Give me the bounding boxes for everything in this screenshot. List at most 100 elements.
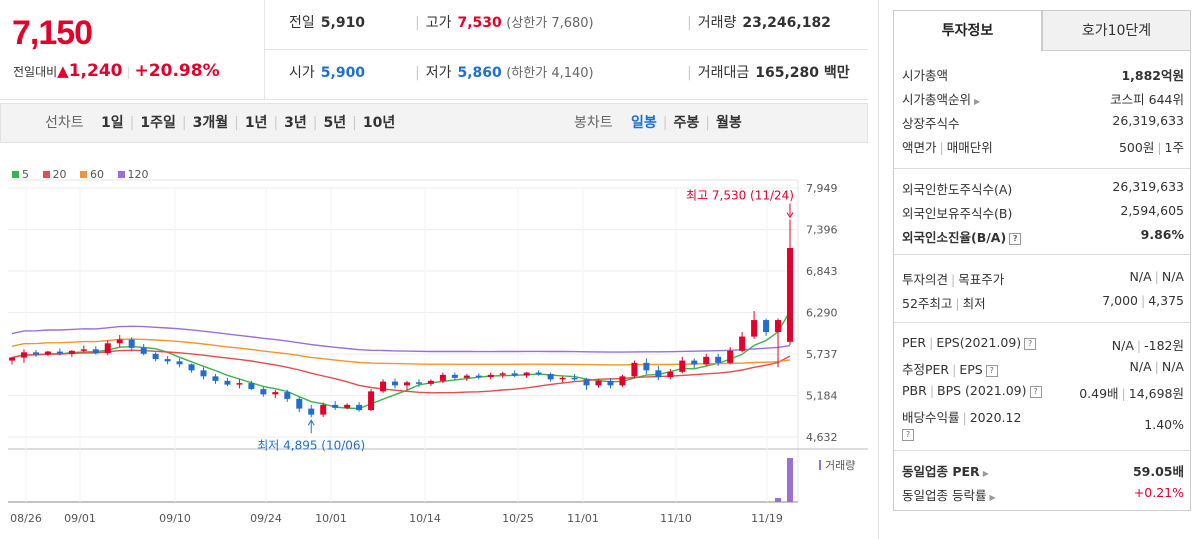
line-chart-label[interactable]: 선차트 bbox=[45, 115, 84, 131]
period-1w[interactable]: 1주일 bbox=[140, 115, 176, 131]
help-icon[interactable]: ? bbox=[1029, 386, 1042, 398]
candle-body bbox=[439, 374, 446, 381]
candle-body bbox=[619, 376, 626, 386]
upper-limit: (상한가 7,680) bbox=[506, 16, 594, 31]
row-dividend: 배당수익률 | 2020.12? 1.40% bbox=[902, 410, 1184, 441]
candle-body bbox=[272, 392, 279, 395]
x-tick-label: 10/01 bbox=[315, 512, 347, 525]
candle-body bbox=[451, 374, 458, 378]
candle-body bbox=[308, 408, 315, 415]
candle-body bbox=[68, 350, 75, 354]
period-1y[interactable]: 1년 bbox=[244, 115, 268, 131]
candle-body bbox=[751, 320, 758, 337]
help-icon[interactable]: ? bbox=[1024, 338, 1037, 350]
legend-ma5: 5 bbox=[12, 168, 29, 181]
candle-body bbox=[236, 383, 243, 385]
candle-body bbox=[715, 356, 722, 363]
x-tick-label: 09/10 bbox=[159, 512, 191, 525]
row-sector-change[interactable]: 동일업종 등락률 ▶ +0.21% bbox=[902, 485, 1184, 503]
y-tick-label: 4,632 bbox=[806, 431, 838, 444]
candle-body bbox=[727, 350, 734, 363]
candle-monthly[interactable]: 월봉 bbox=[715, 115, 742, 131]
price-chart[interactable]: 7,949 7,396 6,843 6,290 5,737 5,184 4,632 08/26… bbox=[0, 0, 868, 539]
period-10y[interactable]: 10년 bbox=[362, 115, 396, 131]
row-sector-per[interactable]: 동일업종 PER ▶ 59.05배 bbox=[902, 464, 1184, 479]
candle-body bbox=[595, 380, 602, 386]
high-arrow-head bbox=[786, 212, 794, 219]
candle-body bbox=[248, 383, 255, 390]
help-icon[interactable]: ? bbox=[902, 429, 914, 441]
section-valuation: PER | EPS(2021.09)? N/A | -182원 추정PER | EPS? N/A… bbox=[894, 323, 1190, 451]
candle-body bbox=[152, 353, 159, 360]
arrow-right-icon: ▶ bbox=[982, 469, 989, 478]
candle-body bbox=[559, 377, 566, 380]
period-5y[interactable]: 5년 bbox=[323, 115, 347, 131]
legend-ma60: 60 bbox=[80, 168, 104, 181]
y-tick-label: 5,184 bbox=[806, 390, 838, 403]
candle-weekly[interactable]: 주봉 bbox=[673, 115, 700, 131]
period-3y[interactable]: 3년 bbox=[284, 115, 307, 131]
help-icon[interactable]: ? bbox=[1009, 233, 1022, 245]
ma120-line bbox=[11, 325, 791, 353]
candle-body bbox=[332, 404, 339, 408]
period-1d[interactable]: 1일 bbox=[101, 115, 124, 131]
candle-body bbox=[20, 352, 27, 358]
period-3m[interactable]: 3개월 bbox=[192, 115, 229, 131]
price-stats: 전일 5,910 | 고가 7,530 (상한가 7,680) | 거래량 23,246,… bbox=[265, 0, 868, 100]
tab-orderbook[interactable]: 호가10단계 bbox=[1042, 10, 1191, 51]
chart-toolbar: 선차트 1일 | 1주일 | 3개월 | 1년 | 3년 | 5년 | 10년 봉차트 일봉 | 주봉 | 월봉 bbox=[0, 103, 868, 143]
x-tick-label: 09/24 bbox=[250, 512, 282, 525]
candle-body bbox=[380, 381, 387, 392]
candle-body bbox=[523, 372, 530, 376]
tab-investment-info[interactable]: 투자정보 bbox=[893, 10, 1042, 51]
change-label: 전일대비 bbox=[13, 65, 58, 79]
candle-body bbox=[583, 379, 590, 386]
candle-body bbox=[667, 371, 674, 378]
candle-body bbox=[775, 320, 782, 333]
candle-period-group: 일봉 | 주봉 | 월봉 bbox=[631, 115, 742, 131]
open-value: 5,900 bbox=[320, 65, 366, 81]
candle-body bbox=[32, 352, 39, 355]
candle-body bbox=[140, 347, 147, 354]
volume-value: 23,246,182 bbox=[742, 15, 831, 31]
candle-body bbox=[128, 339, 135, 348]
high-value: 7,530 bbox=[457, 15, 502, 31]
up-triangle-icon: ▲ bbox=[57, 62, 69, 80]
stock-main-area: 7,150 전일대비▲1,240 | +20.98% 전일 5,910 | 고가 7,53… bbox=[0, 0, 868, 539]
candle-body bbox=[511, 373, 518, 376]
row-foreign-ratio: 외국인소진율(B/A)? 9.86% bbox=[902, 227, 1184, 245]
section-opinion: 투자의견 | 목표주가 N/A | N/A 52주최고 | 최저 7,000 | 4,375 bbox=[894, 255, 1190, 323]
candle-body bbox=[356, 404, 363, 411]
ma-legend: 5 20 60 120 bbox=[12, 168, 159, 181]
candle-body bbox=[56, 351, 63, 354]
low-arrow-head bbox=[307, 419, 315, 426]
candle-body bbox=[679, 360, 686, 372]
high-annotation: 최고 7,530 (11/24) bbox=[686, 188, 794, 202]
x-tick-label: 11/19 bbox=[751, 512, 783, 525]
candle-body bbox=[260, 389, 267, 395]
candle-body bbox=[44, 351, 51, 355]
candle-daily[interactable]: 일봉 bbox=[631, 115, 657, 131]
candle-body bbox=[164, 359, 171, 362]
section-market-cap: 시가총액 1,882억원 시가총액순위 ▶ 코스피 644위 상장주식수 26,319,… bbox=[894, 51, 1190, 169]
change-percent: +20.98% bbox=[134, 61, 220, 81]
row-shares: 상장주식수 26,319,633 bbox=[902, 113, 1184, 131]
candle-body bbox=[224, 380, 231, 385]
candle-body bbox=[655, 370, 662, 378]
help-icon[interactable]: ? bbox=[985, 365, 998, 377]
low-cell: | 저가 5,860 (하한가 4,140) bbox=[415, 65, 594, 81]
candle-body bbox=[368, 391, 375, 411]
candle-body bbox=[571, 377, 578, 380]
candle-body bbox=[691, 360, 698, 365]
candle-chart-label[interactable]: 봉차트 bbox=[574, 115, 613, 131]
line-period-group: 1일 | 1주일 | 3개월 | 1년 | 3년 | 5년 | 10년 bbox=[101, 115, 396, 131]
x-tick-label: 11/10 bbox=[660, 512, 692, 525]
candle-body bbox=[787, 247, 793, 342]
info-tabs: 투자정보 호가10단계 bbox=[893, 10, 1191, 51]
amount-value: 165,280 백만 bbox=[755, 65, 850, 81]
candle-body bbox=[176, 361, 183, 365]
low-value: 5,860 bbox=[457, 65, 502, 81]
row-market-cap-rank[interactable]: 시가총액순위 ▶ 코스피 644위 bbox=[902, 92, 1184, 107]
prev-close-value: 5,910 bbox=[320, 15, 366, 31]
open-cell: 시가 5,900 bbox=[289, 65, 366, 81]
